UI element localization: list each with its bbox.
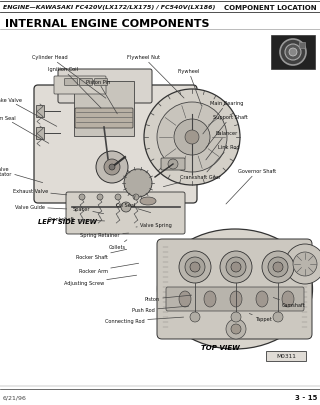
Circle shape xyxy=(231,312,241,322)
Text: Rocker Shaft: Rocker Shaft xyxy=(76,250,127,260)
Circle shape xyxy=(121,202,131,213)
Text: Adjusting Screw: Adjusting Screw xyxy=(64,275,137,286)
FancyBboxPatch shape xyxy=(65,79,77,86)
Text: 3 - 15: 3 - 15 xyxy=(295,394,317,400)
Circle shape xyxy=(79,194,85,200)
Text: Support Shaft: Support Shaft xyxy=(206,115,248,149)
FancyBboxPatch shape xyxy=(34,86,197,203)
Text: Rocker Arm: Rocker Arm xyxy=(79,264,139,274)
Text: Governor Shaft: Governor Shaft xyxy=(226,169,276,205)
Ellipse shape xyxy=(179,291,191,307)
Circle shape xyxy=(109,164,115,171)
Text: Connecting Rod: Connecting Rod xyxy=(105,317,184,324)
Text: COMPONENT LOCATION: COMPONENT LOCATION xyxy=(224,5,317,11)
FancyBboxPatch shape xyxy=(66,192,185,234)
Ellipse shape xyxy=(256,291,268,307)
Text: ENGINE—KAWASAKI FC420V(LX172/LX175) / FC540V(LX186): ENGINE—KAWASAKI FC420V(LX172/LX175) / FC… xyxy=(3,6,215,11)
Text: Push Rod: Push Rod xyxy=(132,306,188,313)
Circle shape xyxy=(133,194,139,200)
FancyBboxPatch shape xyxy=(54,77,106,95)
Text: Spring Retainer: Spring Retainer xyxy=(81,233,129,238)
Text: Flywheel: Flywheel xyxy=(178,69,202,107)
Text: Collets: Collets xyxy=(109,240,127,250)
Text: Valve Guide: Valve Guide xyxy=(15,205,67,210)
Circle shape xyxy=(285,45,301,61)
Bar xyxy=(2,31,318,382)
Circle shape xyxy=(96,151,128,183)
Text: Valve
Rotator: Valve Rotator xyxy=(0,166,43,183)
Circle shape xyxy=(190,262,200,272)
Circle shape xyxy=(262,252,294,284)
Text: Spacer: Spacer xyxy=(73,207,104,214)
Text: Ignition Coil: Ignition Coil xyxy=(48,67,101,109)
Bar xyxy=(74,82,134,136)
FancyBboxPatch shape xyxy=(161,159,185,171)
Text: Oil Seal: Oil Seal xyxy=(116,203,151,213)
Circle shape xyxy=(220,252,252,284)
Circle shape xyxy=(174,120,210,156)
Circle shape xyxy=(104,160,120,175)
Circle shape xyxy=(273,262,283,272)
Text: Intake Valve: Intake Valve xyxy=(0,97,57,127)
Circle shape xyxy=(226,257,246,277)
Bar xyxy=(299,43,305,49)
Circle shape xyxy=(124,170,152,198)
Circle shape xyxy=(144,90,240,185)
Ellipse shape xyxy=(140,198,156,205)
Text: Crankshaft Gear: Crankshaft Gear xyxy=(163,175,221,187)
Bar xyxy=(271,36,315,70)
FancyBboxPatch shape xyxy=(94,79,108,86)
Text: Piston: Piston xyxy=(145,295,192,302)
Text: 6/21/96: 6/21/96 xyxy=(3,394,27,399)
Text: LEFT SIDE VIEW: LEFT SIDE VIEW xyxy=(38,218,97,224)
Text: Piston Pin: Piston Pin xyxy=(86,79,117,115)
Ellipse shape xyxy=(282,291,294,307)
Text: Camshaft: Camshaft xyxy=(273,298,306,308)
Text: Tappet: Tappet xyxy=(249,314,272,322)
Circle shape xyxy=(273,312,283,322)
FancyBboxPatch shape xyxy=(75,109,133,129)
Circle shape xyxy=(231,262,241,272)
Text: Cylinder Head: Cylinder Head xyxy=(32,55,106,99)
Circle shape xyxy=(168,160,178,170)
Text: Main Bearing: Main Bearing xyxy=(203,101,244,134)
FancyBboxPatch shape xyxy=(157,239,312,339)
Circle shape xyxy=(185,131,199,145)
Text: Link Rod: Link Rod xyxy=(207,145,239,173)
Circle shape xyxy=(293,252,317,276)
Text: M0311: M0311 xyxy=(276,354,296,358)
FancyBboxPatch shape xyxy=(79,79,92,86)
Text: Balancer: Balancer xyxy=(206,131,237,160)
Circle shape xyxy=(280,40,306,66)
Circle shape xyxy=(157,103,227,173)
Text: Stem Seal: Stem Seal xyxy=(0,115,49,144)
Text: INTERNAL ENGINE COMPONENTS: INTERNAL ENGINE COMPONENTS xyxy=(5,19,210,29)
Bar xyxy=(36,128,44,140)
Circle shape xyxy=(185,257,205,277)
FancyBboxPatch shape xyxy=(166,287,304,311)
Text: Flywheel Nut: Flywheel Nut xyxy=(127,55,184,99)
Circle shape xyxy=(285,244,320,284)
Text: Crankshaft: Crankshaft xyxy=(48,217,105,222)
Text: TOP VIEW: TOP VIEW xyxy=(201,344,239,350)
Ellipse shape xyxy=(157,230,313,349)
Circle shape xyxy=(97,194,103,200)
Text: Exhaust Valve: Exhaust Valve xyxy=(13,189,67,195)
Text: Valve Spring: Valve Spring xyxy=(136,223,172,228)
Ellipse shape xyxy=(204,291,216,307)
Circle shape xyxy=(268,257,288,277)
Circle shape xyxy=(231,324,241,334)
Ellipse shape xyxy=(230,291,242,307)
Bar xyxy=(36,106,44,118)
Circle shape xyxy=(190,312,200,322)
FancyBboxPatch shape xyxy=(58,70,152,104)
Circle shape xyxy=(226,319,246,339)
Circle shape xyxy=(289,49,297,57)
Bar xyxy=(266,351,306,361)
Circle shape xyxy=(115,194,121,200)
Circle shape xyxy=(179,252,211,284)
